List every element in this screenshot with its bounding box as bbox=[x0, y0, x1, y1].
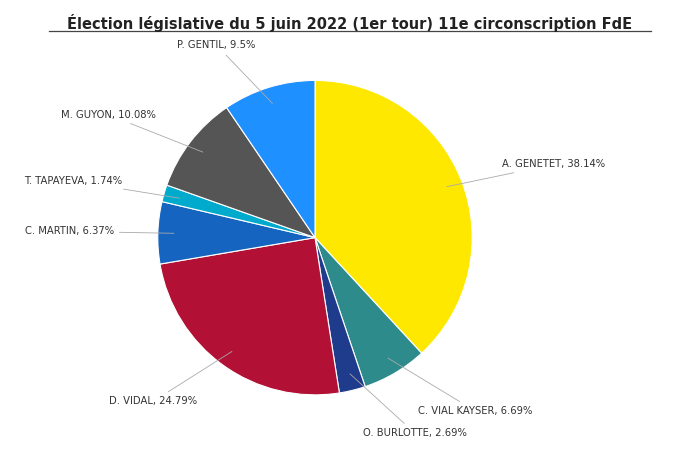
Text: P. GENTIL, 9.5%: P. GENTIL, 9.5% bbox=[178, 40, 272, 103]
Wedge shape bbox=[315, 80, 472, 353]
Wedge shape bbox=[315, 238, 421, 387]
Text: A. GENETET, 38.14%: A. GENETET, 38.14% bbox=[447, 159, 606, 187]
Text: T. TAPAYEVA, 1.74%: T. TAPAYEVA, 1.74% bbox=[24, 176, 179, 198]
Wedge shape bbox=[315, 238, 365, 393]
Wedge shape bbox=[158, 202, 315, 264]
Text: Élection législative du 5 juin 2022 (1er tour) 11e circonscription FdE: Élection législative du 5 juin 2022 (1er… bbox=[67, 14, 633, 32]
Text: O. BURLOTTE, 2.69%: O. BURLOTTE, 2.69% bbox=[350, 374, 467, 438]
Wedge shape bbox=[167, 107, 315, 238]
Wedge shape bbox=[160, 238, 340, 395]
Wedge shape bbox=[162, 185, 315, 238]
Wedge shape bbox=[227, 80, 315, 238]
Text: C. MARTIN, 6.37%: C. MARTIN, 6.37% bbox=[25, 226, 174, 236]
Text: D. VIDAL, 24.79%: D. VIDAL, 24.79% bbox=[109, 351, 232, 406]
Text: C. VIAL KAYSER, 6.69%: C. VIAL KAYSER, 6.69% bbox=[388, 358, 532, 416]
Text: M. GUYON, 10.08%: M. GUYON, 10.08% bbox=[61, 110, 203, 152]
